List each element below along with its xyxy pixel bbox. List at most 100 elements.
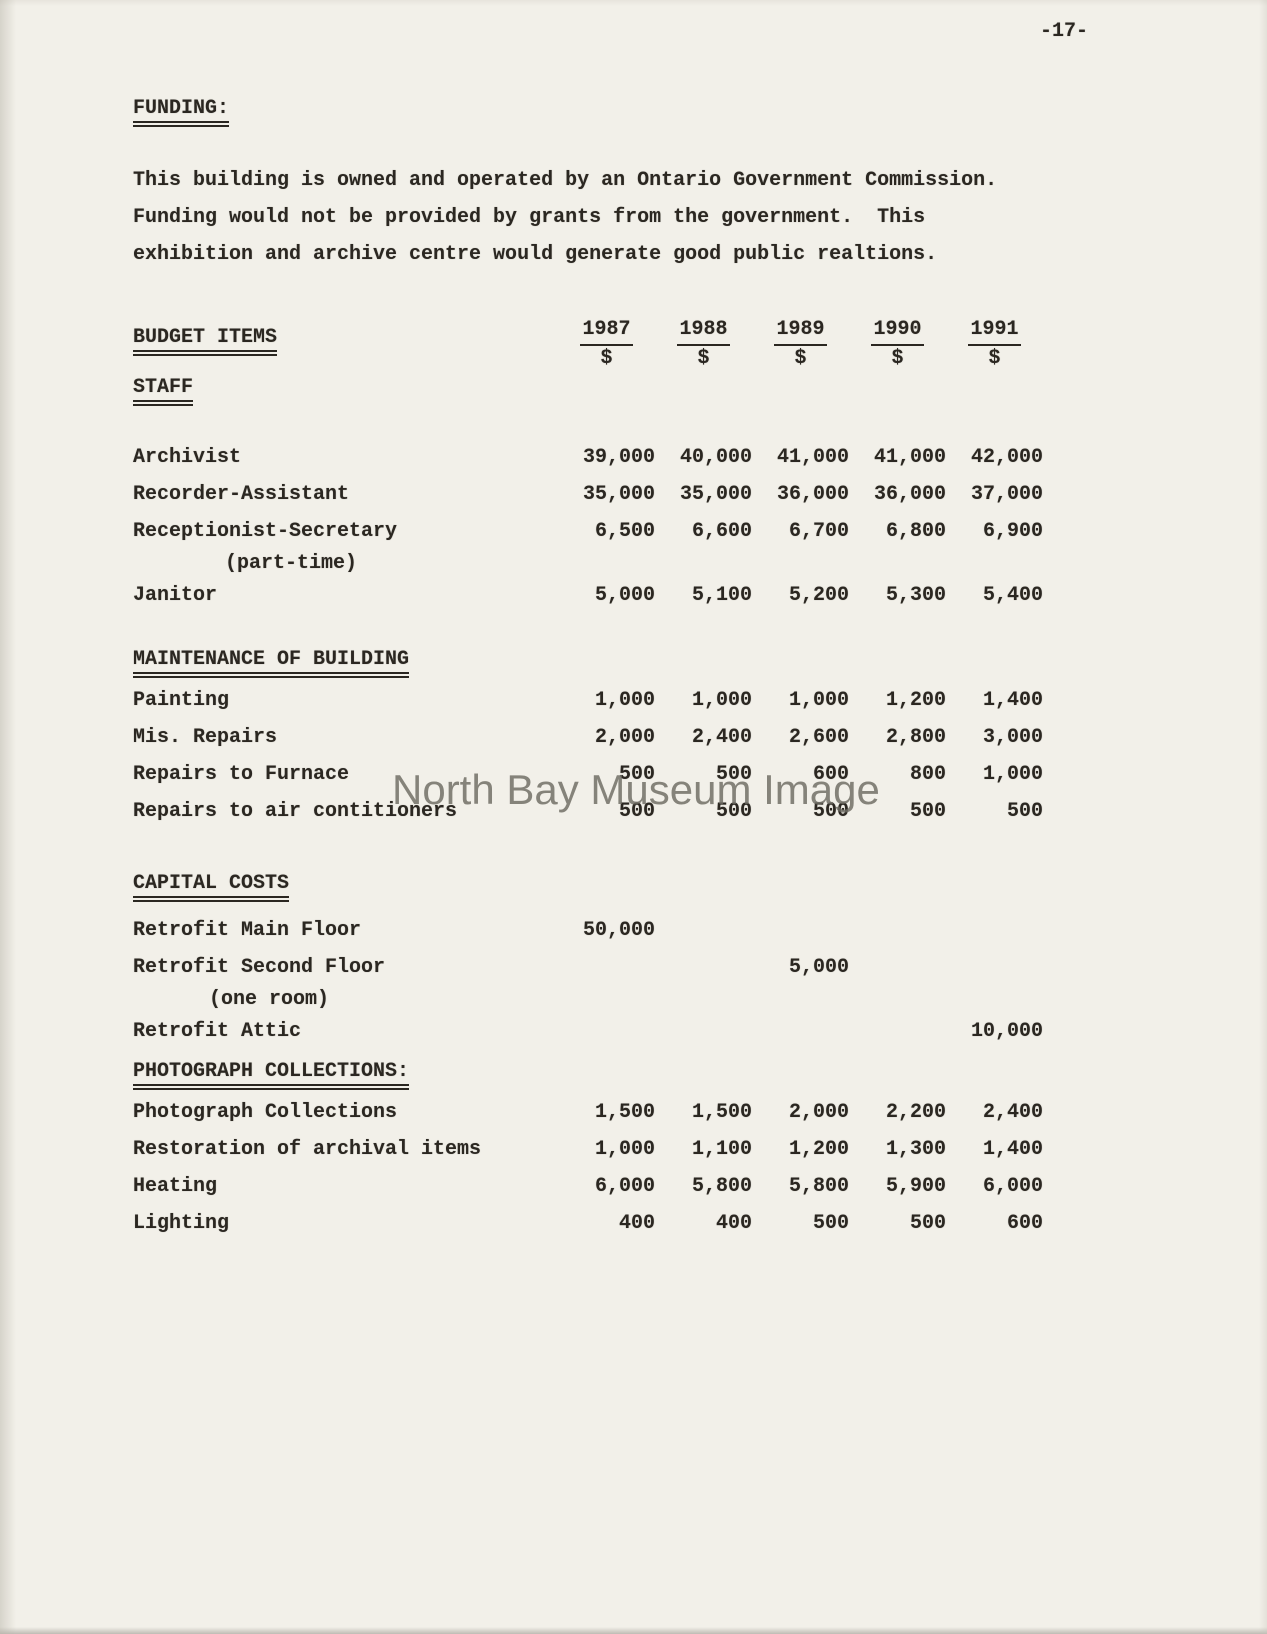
currency-symbol: $	[697, 347, 710, 370]
budget-value-cell: 35,000	[582, 483, 655, 506]
paragraph-line: This building is owned and operated by a…	[133, 169, 998, 192]
section-heading-wrap: STAFF	[133, 376, 1267, 406]
table-row: Lighting 400 400 500 500 600	[133, 1205, 1043, 1242]
table-row: Receptionist-Secretary 6,500 6,600 6,700…	[133, 513, 1043, 550]
year-label: 1990	[871, 318, 924, 346]
budget-value-cell: 500	[1006, 800, 1043, 823]
budget-row-label: Retrofit Attic	[133, 1020, 302, 1043]
table-row: Repairs to air contitioners 500 500 500 …	[133, 793, 1043, 830]
table-row: Retrofit Main Floor 50,000	[133, 912, 1043, 949]
budget-value-cell: 6,800	[885, 520, 946, 543]
section-rows: Painting 1,000 1,000 1,000 1,200 1,400 M…	[133, 682, 1267, 830]
budget-table-header: BUDGET ITEMS 1987 $ 1988 $ 1989 $ 1990 $…	[133, 318, 1043, 370]
table-row: Restoration of archival items 1,000 1,10…	[133, 1131, 1043, 1168]
budget-value-cell	[752, 1013, 849, 1050]
budget-value-cell: 5,800	[691, 1175, 752, 1198]
section-heading-wrap: PHOTOGRAPH COLLECTIONS:	[133, 1060, 1267, 1090]
budget-row-label: Photograph Collections	[133, 1101, 398, 1124]
budget-value-cell: 1,500	[594, 1101, 655, 1124]
budget-value-cell: 6,000	[982, 1175, 1043, 1198]
budget-value-cell: 500	[715, 800, 752, 823]
budget-row-label: Mis. Repairs	[133, 726, 278, 749]
section-capital-costs: CAPITAL COSTS Retrofit Main Floor 50,000…	[133, 872, 1267, 1050]
currency-symbol: $	[988, 347, 1001, 370]
year-label: 1987	[580, 318, 633, 346]
budget-value-cell: 1,400	[982, 689, 1043, 712]
table-row: Mis. Repairs 2,000 2,400 2,600 2,800 3,0…	[133, 719, 1043, 756]
section-rows: Retrofit Main Floor 50,000 Retrofit Seco…	[133, 912, 1267, 1050]
budget-value-cell: 500	[909, 800, 946, 823]
budget-value-cell: 2,400	[982, 1101, 1043, 1124]
budget-value-cell: 500	[812, 800, 849, 823]
budget-value-cell: 600	[1006, 1212, 1043, 1235]
budget-value-cell: 1,000	[982, 763, 1043, 786]
budget-value-cell: 500	[618, 763, 655, 786]
budget-items-heading-wrap: BUDGET ITEMS	[133, 318, 558, 370]
budget-value-cell: 35,000	[679, 483, 752, 506]
paragraph-line: Funding would not be provided by grants …	[133, 206, 926, 229]
budget-value-cell	[655, 1013, 752, 1050]
budget-row-label: Retrofit Second Floor	[133, 956, 386, 979]
budget-value-cell: 500	[618, 800, 655, 823]
table-row: Heating 6,000 5,800 5,800 5,900 6,000	[133, 1168, 1043, 1205]
budget-value-cell: 39,000	[582, 446, 655, 469]
year-label: 1988	[677, 318, 730, 346]
page-number: -17-	[1040, 20, 1089, 43]
budget-value-cell	[558, 949, 655, 986]
budget-value-cell: 1,200	[885, 689, 946, 712]
table-row: Recorder-Assistant 35,000 35,000 36,000 …	[133, 476, 1043, 513]
table-row: Janitor 5,000 5,100 5,200 5,300 5,400	[133, 577, 1043, 614]
budget-value-cell: 5,800	[788, 1175, 849, 1198]
funding-paragraph: This building is owned and operated by a…	[133, 162, 1267, 273]
budget-value-cell: 2,200	[885, 1101, 946, 1124]
budget-value-cell: 37,000	[970, 483, 1043, 506]
section-heading: PHOTOGRAPH COLLECTIONS:	[133, 1060, 410, 1090]
section-staff: STAFF Archivist 39,000 40,000 41,000 41,…	[133, 376, 1267, 614]
budget-value-cell: 2,400	[691, 726, 752, 749]
table-row: Archivist 39,000 40,000 41,000 41,000 42…	[133, 439, 1043, 476]
section-heading-wrap: MAINTENANCE OF BUILDING	[133, 648, 1267, 678]
budget-value-cell	[655, 949, 752, 986]
budget-value-cell: 5,100	[691, 584, 752, 607]
budget-row-label: Recorder-Assistant	[133, 483, 350, 506]
budget-value-cell: 500	[812, 1212, 849, 1235]
page-content: FUNDING: This building is owned and oper…	[0, 97, 1267, 1242]
section-rows: Archivist 39,000 40,000 41,000 41,000 42…	[133, 439, 1267, 614]
budget-value-cell: 2,000	[788, 1101, 849, 1124]
table-row: Photograph Collections 1,500 1,500 2,000…	[133, 1094, 1043, 1131]
year-column-header: 1988 $	[655, 318, 752, 370]
budget-value-cell: 5,200	[788, 584, 849, 607]
budget-row-label: Repairs to air contitioners	[133, 800, 458, 823]
budget-value-cell	[849, 1013, 946, 1050]
budget-value-cell: 2,800	[885, 726, 946, 749]
budget-value-cell: 36,000	[776, 483, 849, 506]
budget-value-cell	[655, 912, 752, 949]
section-heading: MAINTENANCE OF BUILDING	[133, 648, 410, 678]
currency-symbol: $	[891, 347, 904, 370]
budget-value-cell	[849, 949, 946, 986]
budget-value-cell: 600	[812, 763, 849, 786]
budget-value-cell: 1,500	[691, 1101, 752, 1124]
budget-value-cell: 10,000	[970, 1020, 1043, 1043]
budget-value-cell: 41,000	[776, 446, 849, 469]
section-heading-wrap: CAPITAL COSTS	[133, 872, 1267, 902]
year-label: 1991	[968, 318, 1021, 346]
budget-value-cell	[946, 949, 1043, 986]
budget-value-cell: 5,000	[594, 584, 655, 607]
section-heading: STAFF	[133, 376, 194, 406]
budget-value-cell: 5,400	[982, 584, 1043, 607]
paragraph-line: exhibition and archive centre would gene…	[133, 243, 938, 266]
budget-value-cell: 50,000	[582, 919, 655, 942]
budget-value-cell: 1,000	[691, 689, 752, 712]
budget-value-cell: 6,700	[788, 520, 849, 543]
year-label: 1989	[774, 318, 827, 346]
table-row: Painting 1,000 1,000 1,000 1,200 1,400	[133, 682, 1043, 719]
budget-value-cell: 5,300	[885, 584, 946, 607]
budget-value-cell: 5,000	[788, 956, 849, 979]
budget-value-cell: 1,000	[594, 689, 655, 712]
year-column-header: 1991 $	[946, 318, 1043, 370]
year-column-header: 1990 $	[849, 318, 946, 370]
budget-value-cell	[849, 912, 946, 949]
funding-heading-wrap: FUNDING:	[133, 97, 1267, 127]
budget-value-cell: 41,000	[873, 446, 946, 469]
